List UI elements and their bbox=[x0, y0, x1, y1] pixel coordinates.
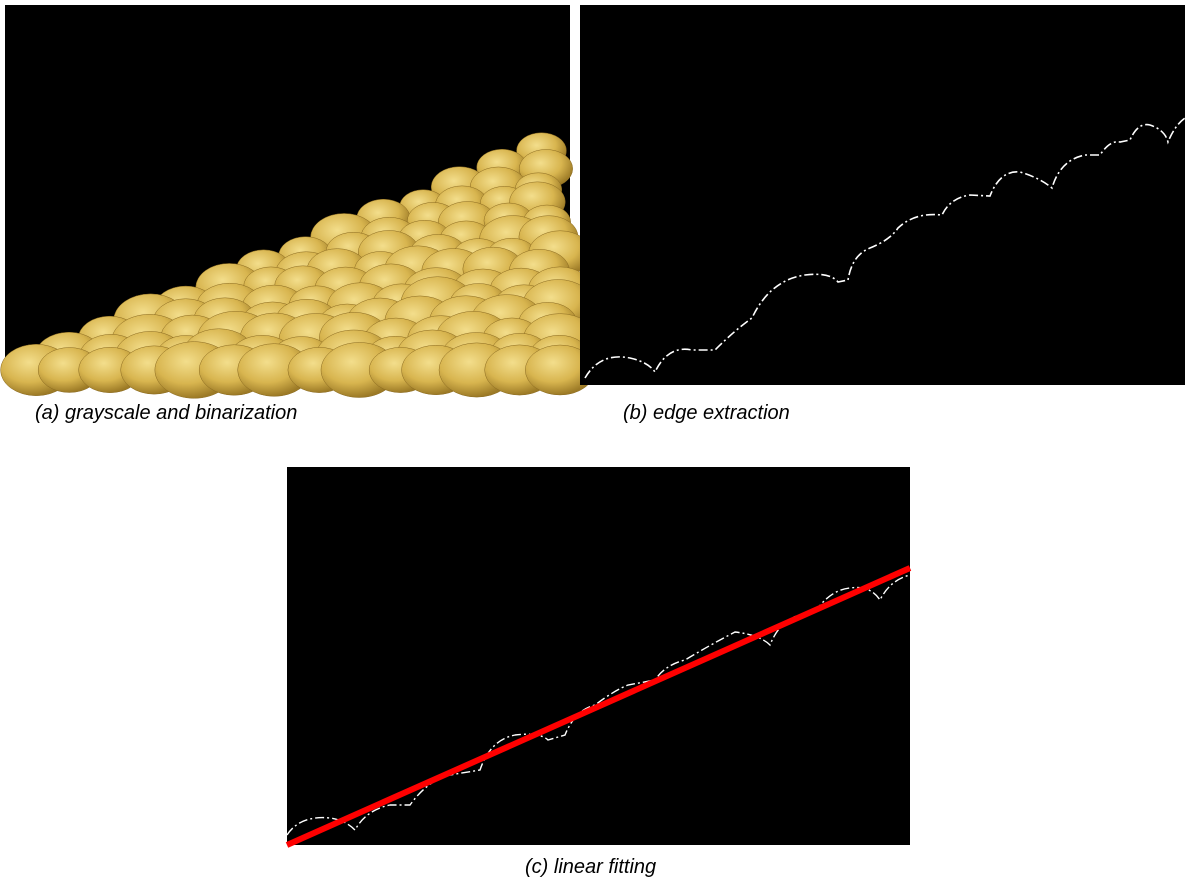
caption: (b) edge extraction bbox=[623, 402, 790, 425]
caption: (c) linear fitting bbox=[525, 856, 656, 879]
figure-panels bbox=[0, 0, 1185, 879]
caption: (a) grayscale and binarization bbox=[35, 402, 297, 425]
panel-b bbox=[580, 5, 1185, 385]
panel-c bbox=[287, 467, 910, 845]
figure-page: {"captions": {"a": "(a) grayscale and bi… bbox=[0, 0, 1185, 879]
